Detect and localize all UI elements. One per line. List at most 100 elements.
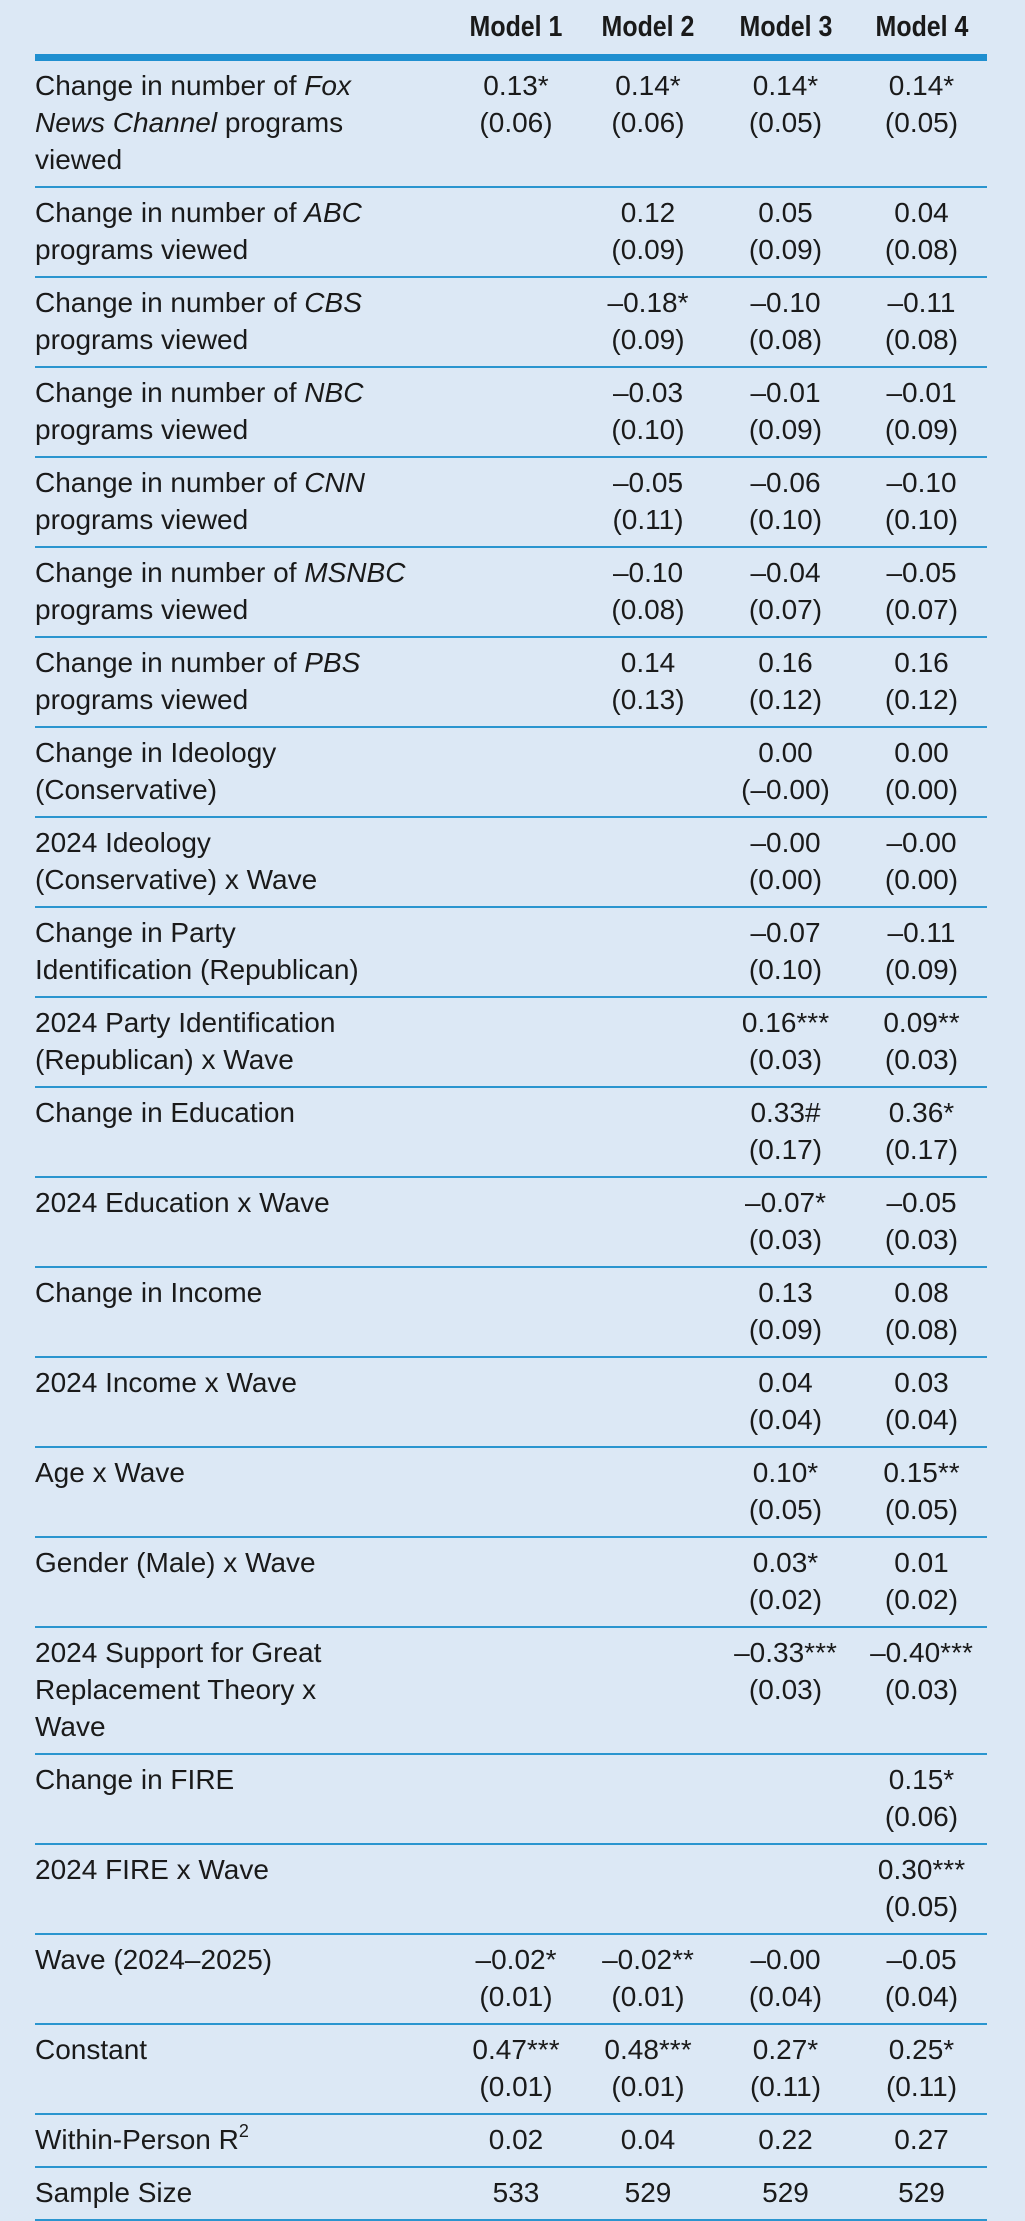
value-cell xyxy=(581,1844,715,1935)
standard-error: (0.09) xyxy=(884,414,959,445)
value-cell: –0.05 (0.07) xyxy=(856,547,987,638)
table-row: 2024 Income x Wave 0.04 (0.04) 0.03 (0.04) xyxy=(35,1357,987,1448)
table-row: 2024 Party Identification (Republican) x … xyxy=(35,997,987,1088)
label-line: 2024 Ideology xyxy=(35,824,447,861)
label-italic: CBS xyxy=(304,287,362,318)
label-text: programs viewed xyxy=(35,234,249,265)
label-italic: PBS xyxy=(304,647,361,678)
standard-error: (0.06) xyxy=(884,1801,959,1832)
value-cell: –0.02** (0.01) xyxy=(581,1934,715,2025)
value-cell xyxy=(451,817,581,908)
estimate: –0.10 xyxy=(750,287,821,318)
label-line: (Republican) x Wave xyxy=(35,1041,447,1078)
standard-error: (0.03) xyxy=(748,1224,823,1255)
standard-error: (0.01) xyxy=(479,2071,553,2102)
value-cell xyxy=(581,1267,715,1358)
estimate: –0.18* xyxy=(607,287,689,318)
table-row: Change in Income 0.13 (0.09) 0.08 (0.08) xyxy=(35,1267,987,1358)
label-line: Change in Education xyxy=(35,1094,447,1131)
label-text: Change in Party xyxy=(35,917,236,948)
label-text: Change in FIRE xyxy=(35,1764,235,1795)
value-cell: –0.18* (0.09) xyxy=(581,277,715,368)
standard-error: (0.01) xyxy=(479,1981,553,2012)
label-text: 2024 Support for Great xyxy=(35,1637,322,1668)
estimate: 0.36* xyxy=(888,1097,955,1128)
row-label: Change in Ideology (Conservative) xyxy=(35,727,451,818)
value-cell: –0.11 (0.08) xyxy=(856,277,987,368)
value-cell: 0.14* (0.05) xyxy=(856,57,987,188)
standard-error: (0.03) xyxy=(748,1044,823,1075)
value-cell: –0.01 (0.09) xyxy=(856,367,987,458)
label-text: Change in Income xyxy=(35,1277,263,1308)
value-cell xyxy=(581,907,715,998)
estimate: 0.14 xyxy=(620,647,676,678)
label-line: programs viewed xyxy=(35,681,447,718)
label-text: Change in number of xyxy=(35,377,297,408)
label-text: Change in number of xyxy=(35,287,297,318)
estimate: –0.10 xyxy=(612,557,684,588)
estimate: 0.27* xyxy=(752,2034,819,2065)
standard-error: (0.06) xyxy=(611,107,685,138)
estimate: 0.15* xyxy=(888,1764,955,1795)
label-line: Change in number of CBS xyxy=(35,284,447,321)
value-cell xyxy=(451,457,581,548)
table-row: Sample Size 533 529 529 529 xyxy=(35,2167,987,2221)
label-line: programs viewed xyxy=(35,321,447,358)
label-line: programs viewed xyxy=(35,411,447,448)
column-header: Model 3 xyxy=(715,0,856,61)
standard-error: (0.11) xyxy=(612,504,684,535)
row-label: 2024 FIRE x Wave xyxy=(35,1844,451,1935)
estimate: –0.01 xyxy=(750,377,821,408)
value-cell: 0.16*** (0.03) xyxy=(715,997,856,1088)
value-cell: 0.15* (0.06) xyxy=(856,1754,987,1845)
value-cell: 0.25* (0.11) xyxy=(856,2024,987,2115)
estimate: –0.00 xyxy=(750,1944,821,1975)
estimate: –0.00 xyxy=(886,827,957,858)
row-label: 2024 Education x Wave xyxy=(35,1177,451,1268)
label-italic: MSNBC xyxy=(304,557,406,588)
value-cell: 0.10* (0.05) xyxy=(715,1447,856,1538)
estimate: 0.02 xyxy=(488,2124,544,2155)
value-cell xyxy=(581,1177,715,1268)
estimate: –0.02** xyxy=(602,1944,694,1975)
estimate: –0.33*** xyxy=(734,1637,837,1668)
table-row: Change in number of ABC programs viewed 0.… xyxy=(35,187,987,278)
standard-error: (0.12) xyxy=(748,684,823,715)
table-row: Change in number of PBS programs viewed 0.… xyxy=(35,637,987,728)
value-cell: –0.06 (0.10) xyxy=(715,457,856,548)
label-line: viewed xyxy=(35,141,447,178)
row-label: 2024 Ideology (Conservative) x Wave xyxy=(35,817,451,908)
column-header: Model 4 xyxy=(856,0,987,61)
label-line: Change in number of MSNBC xyxy=(35,554,447,591)
standard-error: (0.04) xyxy=(748,1404,823,1435)
standard-error: (0.07) xyxy=(748,594,823,625)
value-cell: 0.36* (0.17) xyxy=(856,1087,987,1178)
estimate: 0.30*** xyxy=(877,1854,966,1885)
estimate: –0.11 xyxy=(887,917,956,948)
label-line: Gender (Male) x Wave xyxy=(35,1544,447,1581)
label-text: Change in number of xyxy=(35,647,297,678)
label-text: Change in number of xyxy=(35,467,297,498)
label-text: programs viewed xyxy=(35,594,249,625)
estimate: 0.14* xyxy=(888,70,955,101)
value-cell: 0.15** (0.05) xyxy=(856,1447,987,1538)
row-label: 2024 Party Identification (Republican) x … xyxy=(35,997,451,1088)
label-line: Change in number of ABC xyxy=(35,194,447,231)
value-cell: –0.07* (0.03) xyxy=(715,1177,856,1268)
label-text: 2024 Education x Wave xyxy=(35,1187,330,1218)
estimate: –0.40*** xyxy=(870,1637,973,1668)
value-cell xyxy=(581,727,715,818)
label-text: 2024 FIRE x Wave xyxy=(35,1854,269,1885)
standard-error: (0.12) xyxy=(884,684,959,715)
value-cell: 0.22 xyxy=(715,2114,856,2168)
value-cell: –0.33*** (0.03) xyxy=(715,1627,856,1755)
label-text: viewed xyxy=(35,144,123,175)
label-line: Within-Person R2 xyxy=(35,2121,447,2158)
row-label: Within-Person R2 xyxy=(35,2114,451,2168)
value-cell xyxy=(451,637,581,728)
label-text: (Conservative) xyxy=(35,774,218,805)
value-cell: 0.33# (0.17) xyxy=(715,1087,856,1178)
table-row: Change in Ideology (Conservative) 0.00 (–0.… xyxy=(35,727,987,818)
row-label: Change in number of MSNBC programs viewed xyxy=(35,547,451,638)
table-body: Change in number of Fox News Channel prog… xyxy=(35,57,987,2221)
